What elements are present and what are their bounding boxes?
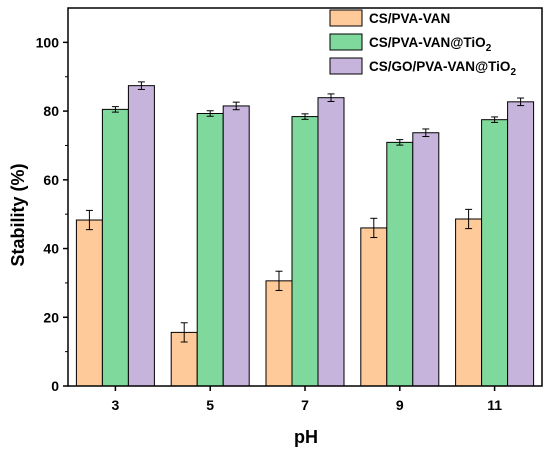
bar [75,219,103,387]
bar [481,119,509,387]
bar [291,116,319,387]
legend-label: CS/GO/PVA-VAN@TiO2 [369,59,516,78]
bar [101,108,129,387]
bar [507,101,535,387]
bars-layer [75,81,535,387]
y-tick-label: 80 [43,103,59,119]
bar [455,218,483,387]
y-tick-label: 20 [43,309,59,325]
legend-label: CS/PVA-VAN@TiO2 [369,35,492,54]
legend-label: CS/PVA-VAN [369,11,450,26]
x-axis-title: pH [294,427,318,447]
x-tick-label: 9 [396,397,404,413]
y-tick-label: 100 [36,34,60,50]
bar [360,227,388,387]
bar [127,85,155,387]
y-tick-label: 40 [43,241,59,257]
x-tick-label: 3 [112,397,120,413]
legend-swatch [329,57,363,75]
legend-label-subscript: 2 [486,43,492,54]
y-tick-label: 60 [43,172,59,188]
x-tick-label: 11 [487,397,502,413]
legend-label-subscript: 2 [510,67,516,78]
bar [265,280,293,387]
bar [222,105,250,387]
bar [317,97,345,387]
y-tick-label: 0 [51,378,59,394]
legend: CS/PVA-VAN CS/PVA-VAN@TiO2 CS/GO/PVA-VAN@T… [329,9,516,78]
legend-swatch [329,33,363,51]
bar [196,112,224,387]
bar [412,132,440,387]
axes-layer: 0 20 40 60 80 100 3 5 7 9 11 [36,7,543,413]
legend-swatch [329,9,363,27]
x-tick-label: 5 [206,397,214,413]
y-axis-title: Stability (%) [8,163,28,266]
bar [386,141,414,387]
x-tick-label: 7 [301,397,309,413]
